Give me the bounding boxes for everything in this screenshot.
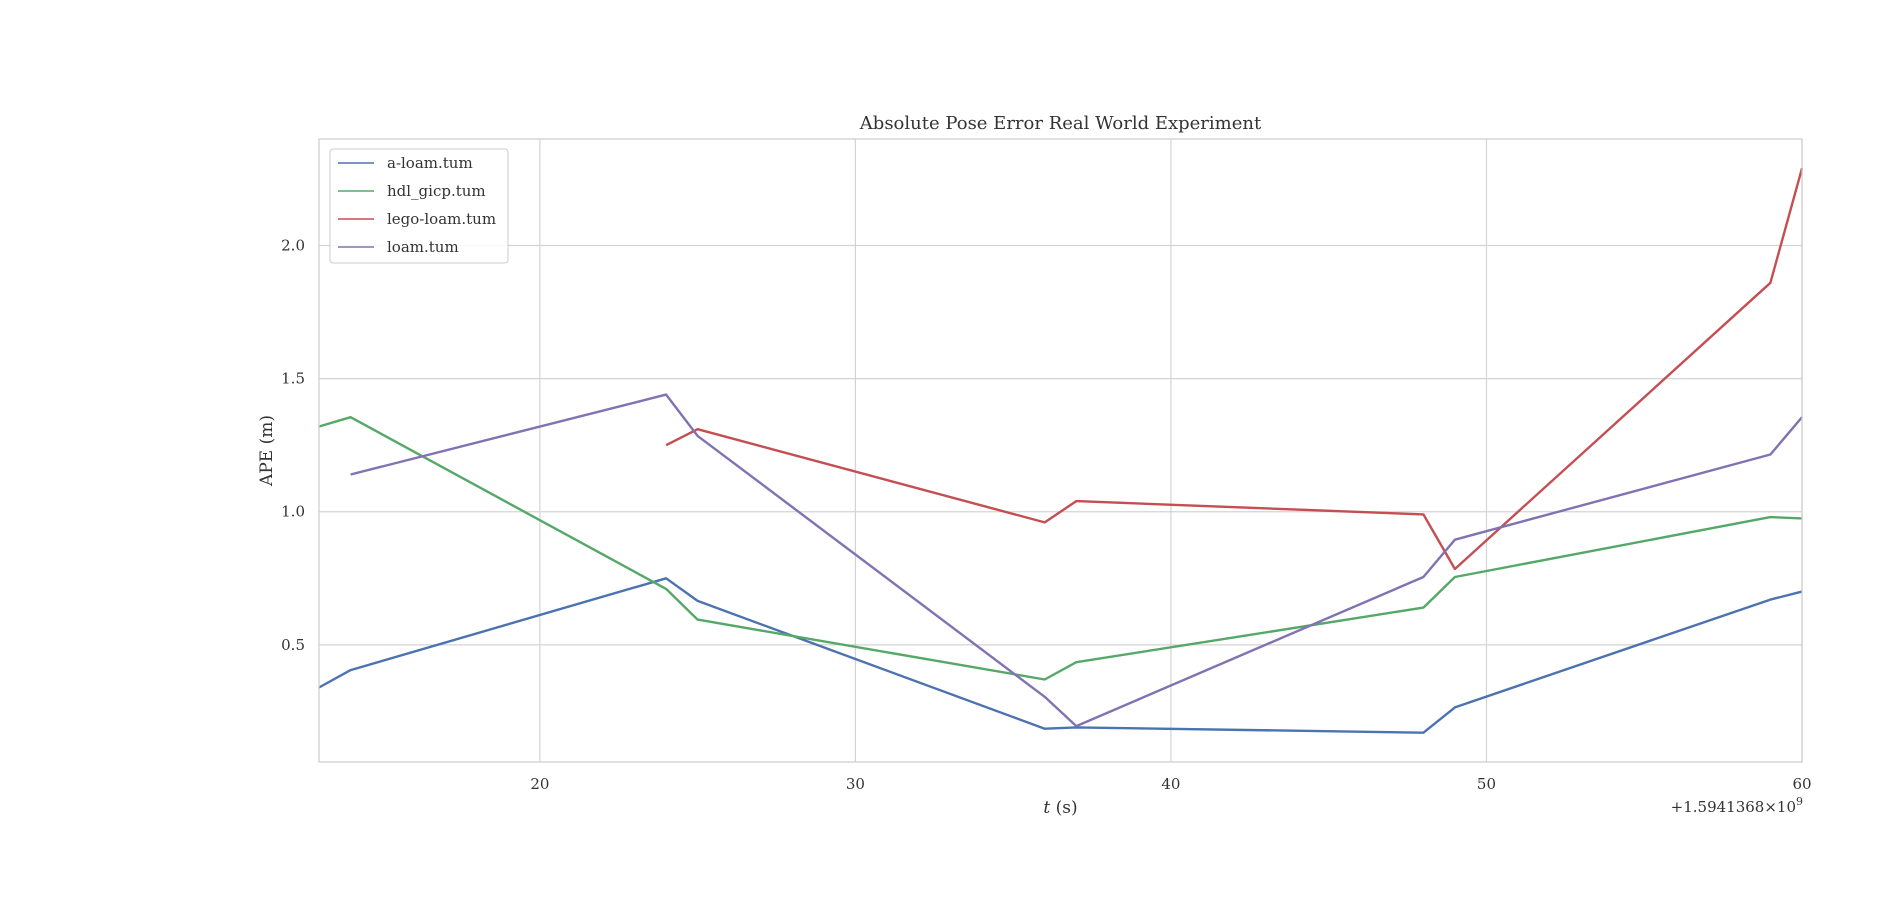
plot-frame xyxy=(318,138,1803,763)
x-axis-unit: (s) xyxy=(1050,798,1077,818)
x-axis-variable: t xyxy=(1043,798,1050,818)
y-axis-label: APE (m) xyxy=(257,415,277,487)
legend-label: loam.tum xyxy=(387,238,459,256)
x-tick-label: 50 xyxy=(1477,775,1496,793)
legend-label: hdl_gicp.tum xyxy=(387,182,486,200)
x-offset-mantissa: +1.5941368×10 xyxy=(1671,798,1796,816)
y-tick-label: 1.5 xyxy=(281,370,305,388)
legend-label: a-loam.tum xyxy=(387,154,473,172)
series-lines xyxy=(318,167,1804,734)
legend-label: lego-loam.tum xyxy=(387,210,496,228)
chart-title: Absolute Pose Error Real World Experimen… xyxy=(859,113,1262,134)
legend: a-loam.tum hdl_gicp.tum lego-loam.tum loam.… xyxy=(329,148,509,264)
x-tick-label: 30 xyxy=(846,775,865,793)
series-line-lego-loam-tum xyxy=(665,167,1804,571)
series-line-loam-tum xyxy=(350,393,1803,728)
x-tick-label: 20 xyxy=(530,775,549,793)
y-tick-label: 1.0 xyxy=(281,503,305,521)
x-axis-offset-label: +1.5941368×109 xyxy=(1671,795,1803,816)
tick-labels: 20 30 40 50 60 0.5 1.0 1.5 2.0 xyxy=(281,236,1811,793)
x-tick-label: 60 xyxy=(1792,775,1811,793)
x-offset-exponent: 9 xyxy=(1796,795,1803,808)
series-line-hdl-gicp-tum xyxy=(318,416,1803,681)
y-tick-label: 2.0 xyxy=(281,236,305,254)
x-axis-label: t (s) xyxy=(1043,798,1077,818)
x-tick-label: 40 xyxy=(1161,775,1180,793)
series-line-a-loam-tum xyxy=(318,577,1803,734)
y-tick-label: 0.5 xyxy=(281,636,305,654)
grid xyxy=(319,139,1803,762)
legend-box xyxy=(329,148,509,264)
